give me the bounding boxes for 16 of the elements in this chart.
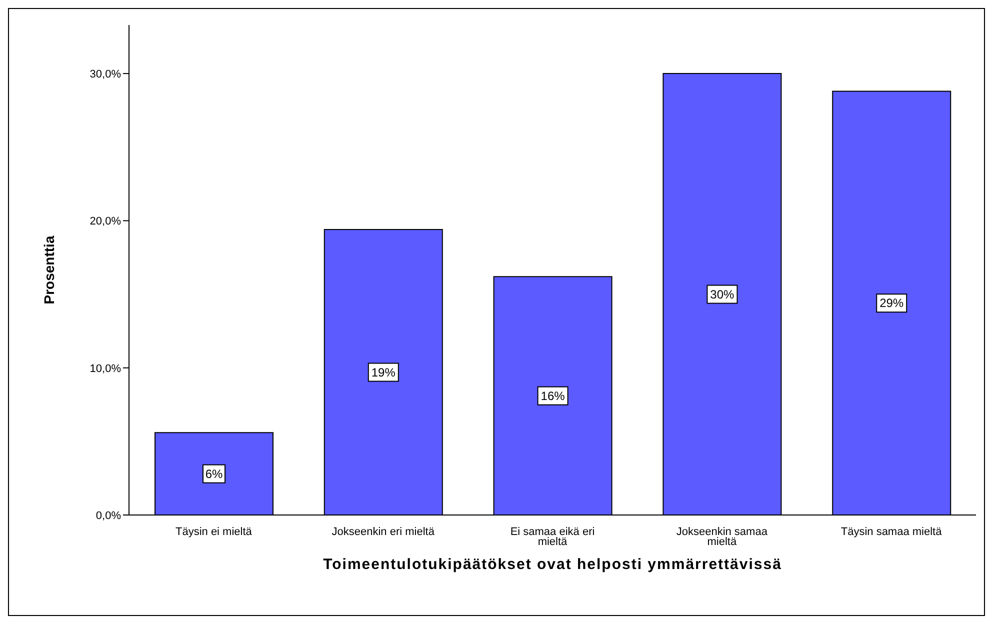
data-label: 16% xyxy=(540,388,566,403)
x-tick-label: Jokseenkin samaa mieltä xyxy=(676,526,768,548)
x-tick-label: Täysin samaa mieltä xyxy=(840,526,943,538)
data-label: 6% xyxy=(205,466,223,481)
x-axis-title: Toimeentulotukipäätökset ovat helposti ymmärrettävissä xyxy=(323,556,782,573)
y-tick-label: 10,0% xyxy=(90,362,122,375)
data-label: 19% xyxy=(371,365,396,380)
x-tick-label: Ei samaa eikä eri mieltä xyxy=(510,526,595,548)
y-tick-label: 0,0% xyxy=(96,510,122,522)
y-axis-title: Prosenttia xyxy=(40,236,57,304)
y-tick-label: 20,0% xyxy=(90,216,122,228)
data-label: 30% xyxy=(710,287,735,302)
x-tick-label: Jokseenkin eri mieltä xyxy=(332,526,436,538)
y-tick-label: 30,0% xyxy=(90,68,122,80)
x-tick-label: Täysin ei mieltä xyxy=(175,526,253,538)
data-label: 29% xyxy=(880,296,904,310)
